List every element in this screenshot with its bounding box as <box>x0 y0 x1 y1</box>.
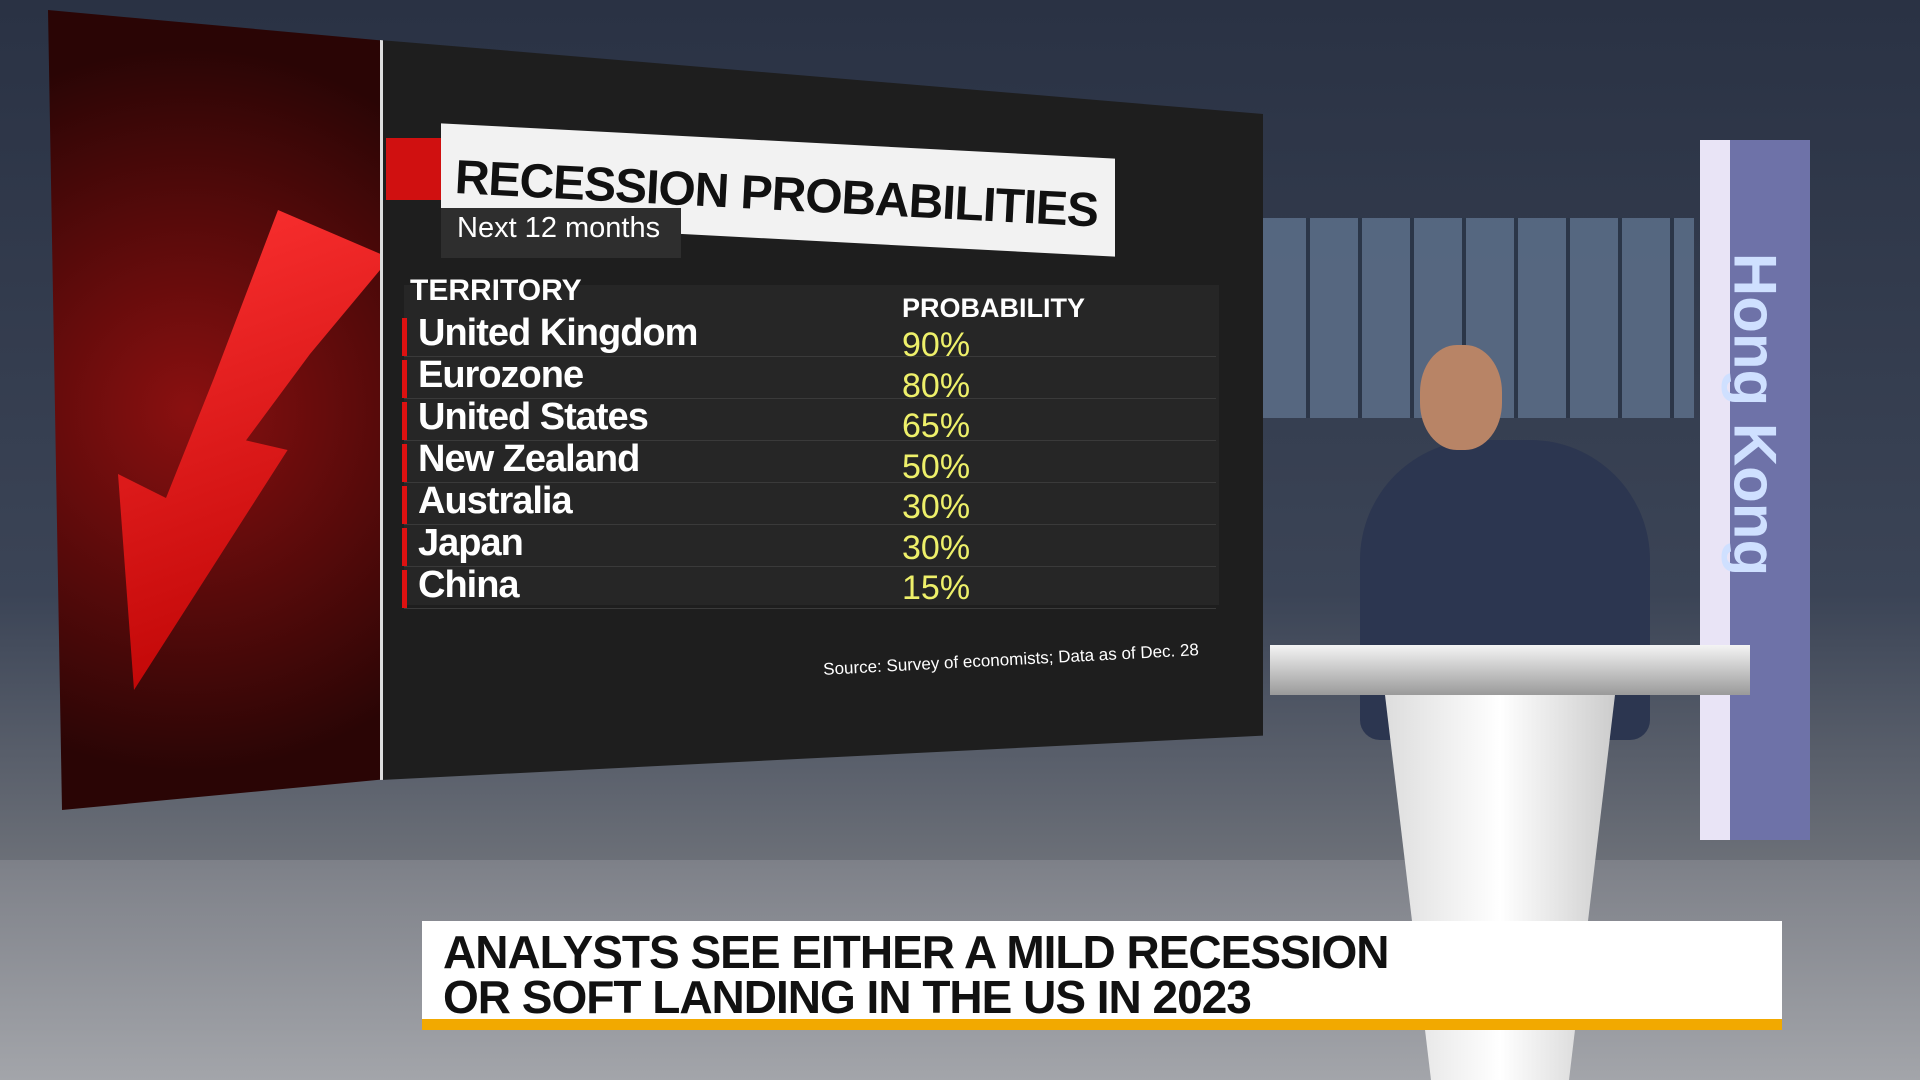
sign-pillar <box>1700 140 1810 840</box>
row-accent <box>402 402 407 440</box>
territory: Australia <box>418 480 573 522</box>
row-accent <box>402 318 407 356</box>
probability: 30% <box>902 488 971 526</box>
row-accent <box>402 360 407 398</box>
row-divider <box>404 398 1216 399</box>
row-accent <box>402 528 407 566</box>
lower-third <box>422 921 1782 1030</box>
probability: 65% <box>902 407 971 445</box>
probability: 15% <box>902 569 971 607</box>
video-wall <box>1258 218 1694 418</box>
header-probability: PROBABILITY <box>902 293 1086 323</box>
probability: 50% <box>902 447 971 486</box>
title-accent <box>386 138 444 200</box>
territory: United States <box>418 396 649 438</box>
row-divider <box>404 356 1216 357</box>
territory: Japan <box>418 522 524 564</box>
header-territory: TERRITORY <box>410 274 582 307</box>
probability: 30% <box>902 528 971 567</box>
row-accent <box>402 486 407 524</box>
territory: United Kingdom <box>418 312 698 354</box>
row-divider <box>404 440 1216 441</box>
territory: Eurozone <box>418 354 584 396</box>
podium-top <box>1270 645 1750 695</box>
row-accent <box>402 570 407 608</box>
row-divider <box>404 608 1216 609</box>
row-divider <box>404 482 1216 483</box>
presenter-head <box>1420 345 1502 450</box>
row-accent <box>402 444 407 482</box>
headline-line: ANALYSTS SEE EITHER A MILD RECESSION <box>443 926 1389 978</box>
row-divider <box>404 524 1216 525</box>
subtitle-box <box>441 208 681 258</box>
table-backdrop <box>404 285 1219 605</box>
subtitle: Next 12 months <box>457 212 661 244</box>
probability: 90% <box>902 326 971 364</box>
territory: New Zealand <box>418 438 640 480</box>
headline-line: OR SOFT LANDING IN THE US IN 2023 <box>443 971 1252 1023</box>
row-divider <box>404 566 1216 567</box>
territory: China <box>418 564 520 606</box>
sign-text: Hong Kong <box>1721 252 1789 577</box>
probability: 80% <box>902 366 971 405</box>
